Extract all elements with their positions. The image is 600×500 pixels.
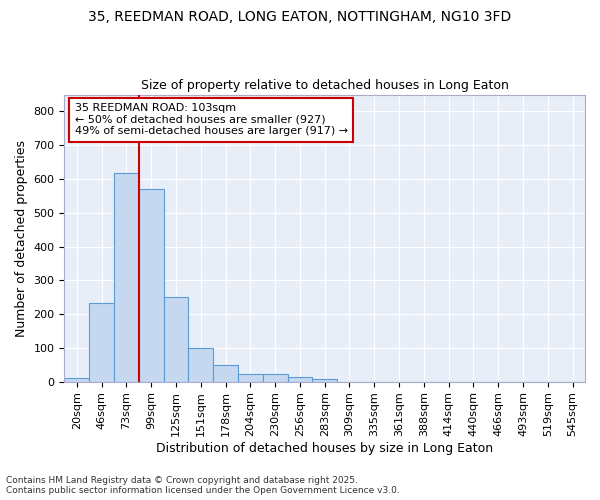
- X-axis label: Distribution of detached houses by size in Long Eaton: Distribution of detached houses by size …: [156, 442, 493, 455]
- Title: Size of property relative to detached houses in Long Eaton: Size of property relative to detached ho…: [141, 79, 509, 92]
- Bar: [188, 348, 213, 382]
- Bar: [89, 304, 114, 382]
- Text: Contains HM Land Registry data © Crown copyright and database right 2025.
Contai: Contains HM Land Registry data © Crown c…: [6, 476, 400, 495]
- Bar: [114, 172, 139, 382]
- Bar: [64, 378, 89, 382]
- Y-axis label: Number of detached properties: Number of detached properties: [15, 140, 28, 336]
- Text: 35, REEDMAN ROAD, LONG EATON, NOTTINGHAM, NG10 3FD: 35, REEDMAN ROAD, LONG EATON, NOTTINGHAM…: [88, 10, 512, 24]
- Bar: [287, 376, 313, 382]
- Bar: [213, 365, 238, 382]
- Text: 35 REEDMAN ROAD: 103sqm
← 50% of detached houses are smaller (927)
49% of semi-d: 35 REEDMAN ROAD: 103sqm ← 50% of detache…: [75, 103, 348, 136]
- Bar: [238, 374, 263, 382]
- Bar: [139, 189, 164, 382]
- Bar: [263, 374, 287, 382]
- Bar: [313, 379, 337, 382]
- Bar: [164, 298, 188, 382]
